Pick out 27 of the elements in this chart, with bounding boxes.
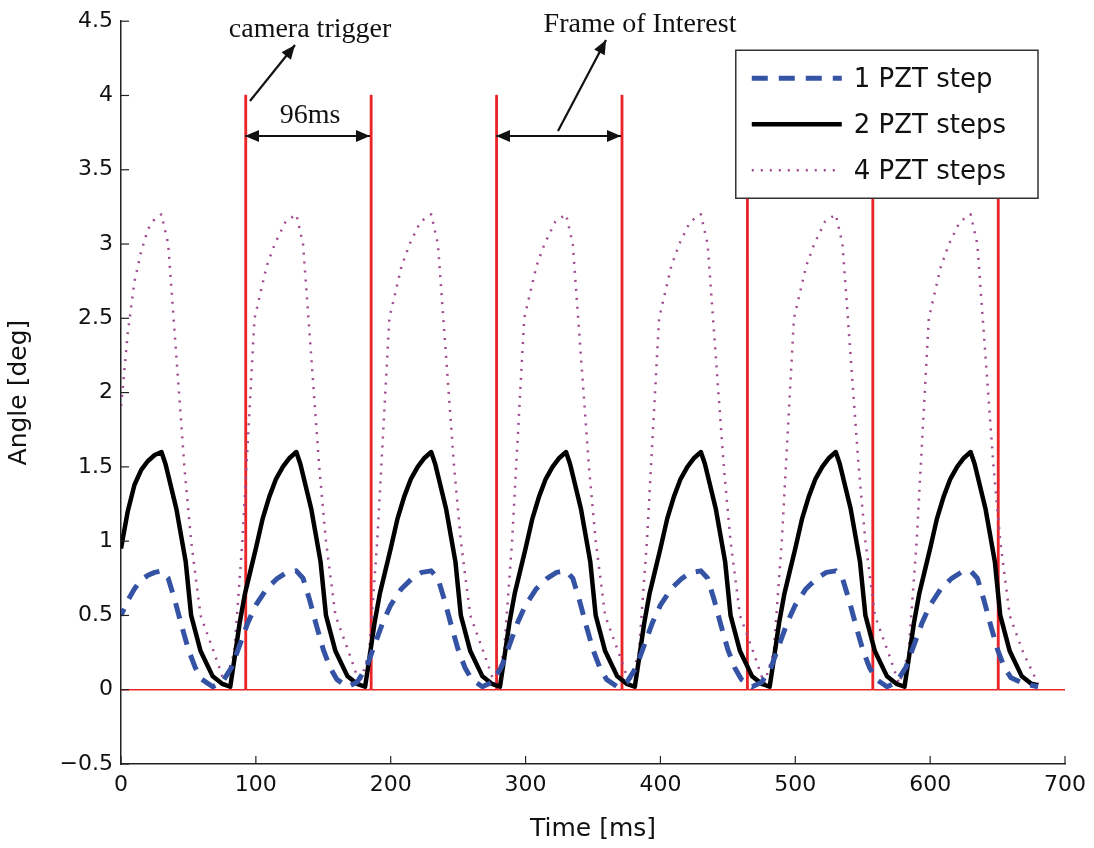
legend-label: 2 PZT steps — [853, 108, 1006, 139]
x-tick-label: 300 — [504, 770, 547, 796]
x-tick-label: 600 — [909, 770, 952, 796]
y-tick-label: 1 — [99, 526, 113, 552]
y-tick-label: 2.5 — [78, 304, 113, 330]
x-tick-label: 500 — [774, 770, 817, 796]
annotation: camera trigger — [228, 12, 392, 44]
y-tick-label: 0 — [99, 675, 113, 701]
x-tick-label: 200 — [369, 770, 412, 796]
x-tick-label: 100 — [234, 770, 277, 796]
line-series — [121, 213, 1040, 686]
legend-label: 4 PZT steps — [853, 154, 1006, 185]
y-tick-label: 4.5 — [78, 6, 113, 32]
y-tick-label: 2 — [99, 378, 113, 404]
x-tick-label: 700 — [1044, 770, 1086, 796]
x-axis-title: Time [ms] — [528, 812, 657, 842]
legend-label: 1 PZT step — [853, 62, 993, 93]
y-tick-label: 1.5 — [78, 452, 113, 478]
y-tick-label: −0.5 — [59, 749, 113, 775]
annotation: 96ms — [279, 98, 341, 130]
y-tick-label: 0.5 — [78, 601, 113, 627]
y-tick-label: 4 — [99, 81, 113, 107]
y-tick-label: 3.5 — [78, 155, 113, 181]
x-tick-label: 400 — [639, 770, 682, 796]
y-tick-label: 3 — [99, 229, 113, 255]
y-axis-title: Angle [deg] — [2, 319, 32, 466]
annotation: Frame of Interest — [543, 7, 737, 39]
